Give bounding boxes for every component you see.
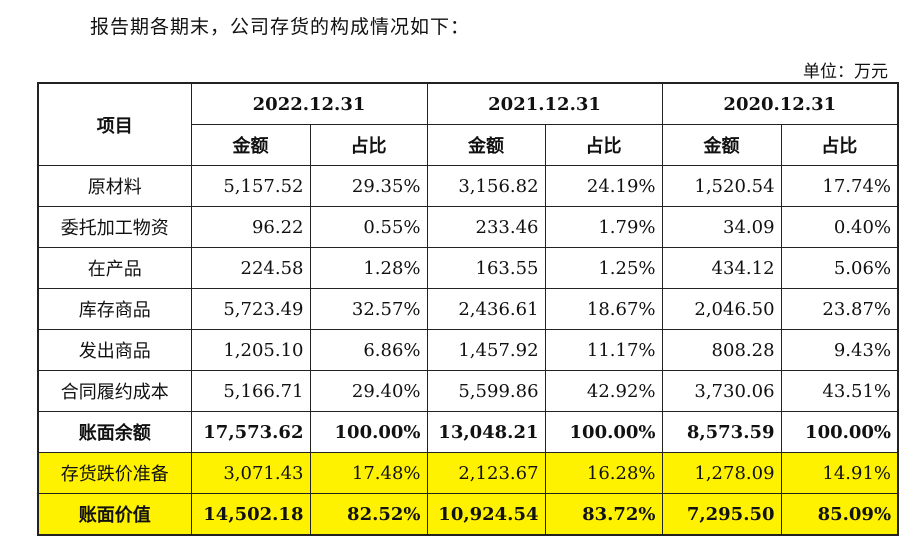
row-label: 存货跌价准备 <box>37 452 192 494</box>
ratio-cell: 23.87% <box>780 288 899 330</box>
amount-cell: 2,046.50 <box>661 288 782 330</box>
ratio-cell: 100.00% <box>309 411 428 453</box>
amount-cell: 163.55 <box>426 247 546 289</box>
ratio-cell: 9.43% <box>780 329 899 371</box>
amount-cell: 5,157.52 <box>190 165 311 207</box>
inventory-table: 项目 2022.12.31 2021.12.31 2020.12.31 金额 占… <box>37 82 900 536</box>
ratio-cell: 18.67% <box>544 288 663 330</box>
amount-cell: 224.58 <box>190 247 311 289</box>
amount-cell: 5,599.86 <box>426 370 546 412</box>
ratio-cell: 32.57% <box>309 288 428 330</box>
table-row: 账面价值 14,502.18 82.52% 10,924.54 83.72% 7,295.… <box>37 493 899 536</box>
header-amount: 金额 <box>661 124 782 166</box>
ratio-cell: 1.25% <box>544 247 663 289</box>
amount-cell: 1,457.92 <box>426 329 546 371</box>
header-item: 项目 <box>37 82 192 166</box>
ratio-cell: 83.72% <box>544 493 663 536</box>
ratio-cell: 29.40% <box>309 370 428 412</box>
amount-cell: 3,156.82 <box>426 165 546 207</box>
amount-cell: 96.22 <box>190 206 311 248</box>
ratio-cell: 14.91% <box>780 452 899 494</box>
amount-cell: 10,924.54 <box>426 493 546 536</box>
intro-text: 报告期各期末，公司存货的构成情况如下： <box>90 16 471 38</box>
amount-cell: 233.46 <box>426 206 546 248</box>
amount-cell: 5,723.49 <box>190 288 311 330</box>
amount-cell: 434.12 <box>661 247 782 289</box>
amount-cell: 808.28 <box>661 329 782 371</box>
header-period: 2022.12.31 <box>190 82 428 125</box>
ratio-cell: 24.19% <box>544 165 663 207</box>
amount-cell: 8,573.59 <box>661 411 782 453</box>
ratio-cell: 1.28% <box>309 247 428 289</box>
amount-cell: 3,730.06 <box>661 370 782 412</box>
ratio-cell: 11.17% <box>544 329 663 371</box>
header-ratio: 占比 <box>780 124 899 166</box>
header-row-metrics: 金额 占比 金额 占比 金额 占比 <box>38 124 899 166</box>
ratio-cell: 6.86% <box>309 329 428 371</box>
amount-cell: 13,048.21 <box>426 411 546 453</box>
row-label: 合同履约成本 <box>37 370 192 412</box>
ratio-cell: 85.09% <box>780 493 899 536</box>
ratio-cell: 42.92% <box>544 370 663 412</box>
amount-cell: 1,278.09 <box>661 452 782 494</box>
ratio-cell: 100.00% <box>544 411 663 453</box>
row-label: 原材料 <box>37 165 192 207</box>
amount-cell: 2,436.61 <box>426 288 546 330</box>
header-amount: 金额 <box>426 124 546 166</box>
table-row: 发出商品 1,205.10 6.86% 1,457.92 11.17% 808.28 9.4… <box>37 329 899 371</box>
ratio-cell: 29.35% <box>309 165 428 207</box>
row-label: 在产品 <box>37 247 192 289</box>
amount-cell: 1,520.54 <box>661 165 782 207</box>
row-label: 发出商品 <box>37 329 192 371</box>
ratio-cell: 0.55% <box>309 206 428 248</box>
table-row: 账面余额 17,573.62 100.00% 13,048.21 100.00% 8,57… <box>37 411 899 453</box>
ratio-cell: 16.28% <box>544 452 663 494</box>
table-row: 库存商品 5,723.49 32.57% 2,436.61 18.67% 2,046.50… <box>37 288 899 330</box>
unit-label: 单位：万元 <box>803 62 888 82</box>
header-amount: 金额 <box>190 124 311 166</box>
ratio-cell: 1.79% <box>544 206 663 248</box>
amount-cell: 17,573.62 <box>190 411 311 453</box>
ratio-cell: 17.74% <box>780 165 899 207</box>
table-row: 合同履约成本 5,166.71 29.40% 5,599.86 42.92% 3,730.… <box>37 370 899 412</box>
row-label: 库存商品 <box>37 288 192 330</box>
table-row: 委托加工物资 96.22 0.55% 233.46 1.79% 34.09 0.40% <box>37 206 899 248</box>
ratio-cell: 5.06% <box>780 247 899 289</box>
header-period: 2020.12.31 <box>661 82 899 125</box>
amount-cell: 1,205.10 <box>190 329 311 371</box>
amount-cell: 14,502.18 <box>190 493 311 536</box>
header-period: 2021.12.31 <box>426 82 663 125</box>
row-label: 账面价值 <box>37 493 192 536</box>
ratio-cell: 82.52% <box>309 493 428 536</box>
amount-cell: 3,071.43 <box>190 452 311 494</box>
ratio-cell: 43.51% <box>780 370 899 412</box>
amount-cell: 2,123.67 <box>426 452 546 494</box>
amount-cell: 34.09 <box>661 206 782 248</box>
ratio-cell: 0.40% <box>780 206 899 248</box>
amount-cell: 5,166.71 <box>190 370 311 412</box>
header-ratio: 占比 <box>544 124 663 166</box>
table-row: 原材料 5,157.52 29.35% 3,156.82 24.19% 1,520.54 1… <box>37 165 899 207</box>
ratio-cell: 100.00% <box>780 411 899 453</box>
header-ratio: 占比 <box>309 124 428 166</box>
table-row: 存货跌价准备 3,071.43 17.48% 2,123.67 16.28% 1,278.… <box>37 452 899 494</box>
row-label: 委托加工物资 <box>37 206 192 248</box>
header-row-periods: 项目 2022.12.31 2021.12.31 2020.12.31 <box>37 82 899 166</box>
ratio-cell: 17.48% <box>309 452 428 494</box>
amount-cell: 7,295.50 <box>661 493 782 536</box>
row-label: 账面余额 <box>37 411 192 453</box>
table-row: 在产品 224.58 1.28% 163.55 1.25% 434.12 5.06% <box>37 247 899 289</box>
